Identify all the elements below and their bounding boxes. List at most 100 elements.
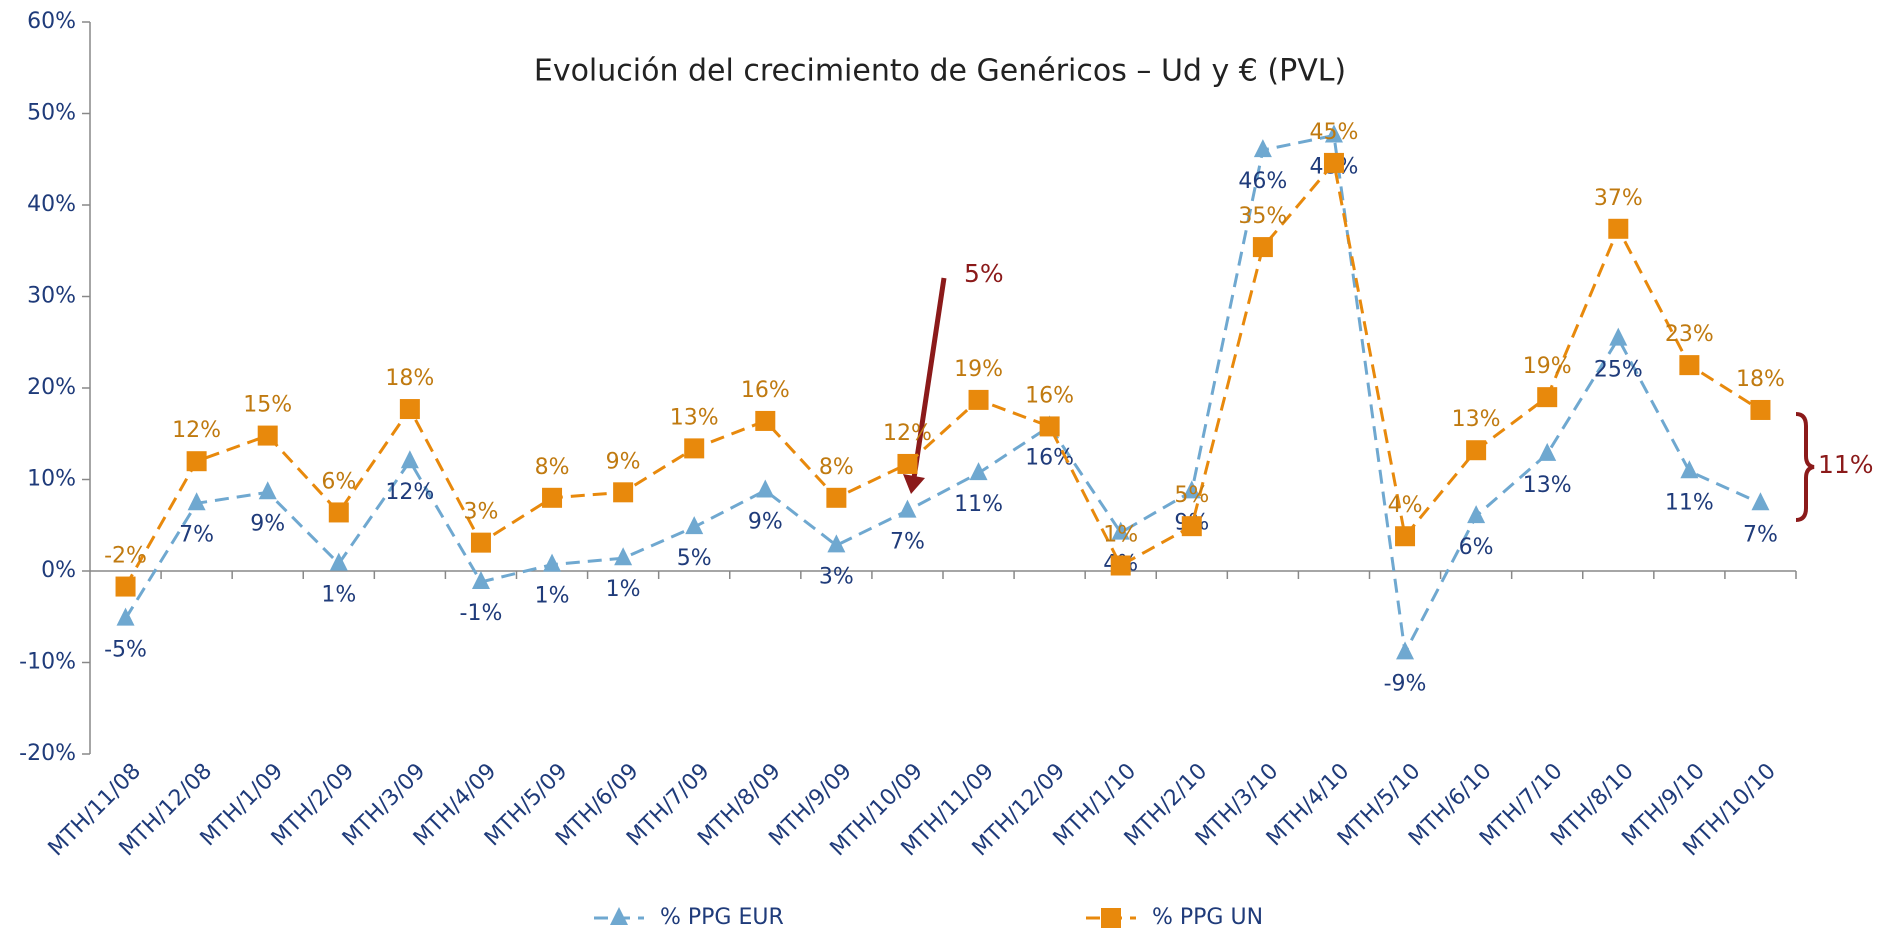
marker xyxy=(471,570,490,589)
data-label: 8% xyxy=(819,455,854,480)
data-label: 37% xyxy=(1594,186,1643,211)
data-label: 6% xyxy=(1459,535,1494,560)
y-tick-label: 60% xyxy=(27,9,76,34)
data-label: 18% xyxy=(385,366,434,391)
marker xyxy=(1323,152,1344,173)
data-label: 13% xyxy=(670,405,719,430)
marker xyxy=(187,492,206,511)
marker xyxy=(1750,399,1771,420)
data-label: -9% xyxy=(1384,671,1427,696)
marker xyxy=(1324,124,1343,143)
data-label: 1% xyxy=(535,584,570,609)
data-label: 9% xyxy=(250,511,285,536)
marker xyxy=(969,462,988,481)
series-line xyxy=(124,133,1762,658)
annotation: 5% xyxy=(964,259,1004,288)
marker xyxy=(470,532,491,553)
data-label: 7% xyxy=(890,530,925,555)
y-tick-label: 30% xyxy=(27,284,76,309)
marker xyxy=(1679,355,1700,376)
marker xyxy=(257,425,278,446)
y-tick-label: -20% xyxy=(19,741,76,766)
data-label: 5% xyxy=(1174,483,1209,508)
legend-label: % PPG UN xyxy=(1152,905,1263,930)
marker xyxy=(684,438,705,459)
marker xyxy=(826,487,847,508)
marker xyxy=(1608,218,1629,239)
data-label: 35% xyxy=(1238,204,1287,229)
marker xyxy=(1039,416,1060,437)
marker xyxy=(613,482,634,503)
data-label: 16% xyxy=(741,378,790,403)
data-label: 46% xyxy=(1238,169,1287,194)
marker xyxy=(1110,555,1131,576)
data-label: 8% xyxy=(535,455,570,480)
data-label: -2% xyxy=(104,544,147,569)
marker xyxy=(542,487,563,508)
marker xyxy=(543,553,562,572)
marker xyxy=(897,453,918,474)
data-label: 25% xyxy=(1594,358,1643,383)
annotation-brace xyxy=(1795,412,1815,522)
data-label: 7% xyxy=(179,522,214,547)
marker xyxy=(400,450,419,469)
annotation: 11% xyxy=(1818,450,1874,479)
series-line xyxy=(124,159,1762,588)
data-label: 12% xyxy=(172,418,221,443)
marker xyxy=(1253,139,1272,158)
marker xyxy=(610,907,628,925)
data-label: 16% xyxy=(1025,383,1074,408)
marker xyxy=(1395,526,1416,547)
marker xyxy=(399,399,420,420)
data-label: 45% xyxy=(1310,120,1359,145)
marker xyxy=(898,499,917,518)
marker xyxy=(1538,442,1557,461)
data-label: 11% xyxy=(1665,490,1714,515)
marker xyxy=(1182,480,1201,499)
data-label: 9% xyxy=(748,509,783,534)
marker xyxy=(827,534,846,553)
marker xyxy=(685,516,704,535)
marker xyxy=(614,547,633,566)
marker xyxy=(1609,327,1628,346)
marker xyxy=(329,552,348,571)
data-label: 19% xyxy=(1523,354,1572,379)
legend-label: % PPG EUR xyxy=(660,905,784,930)
marker xyxy=(186,451,207,472)
marker xyxy=(116,607,135,626)
data-label: 1% xyxy=(606,577,641,602)
marker xyxy=(1680,460,1699,479)
chart-title: Evolución del crecimiento de Genéricos –… xyxy=(534,54,1346,89)
data-label: 15% xyxy=(243,393,292,418)
annotation-arrow xyxy=(911,277,947,479)
data-label: -5% xyxy=(104,638,147,663)
y-tick-label: -10% xyxy=(19,650,76,675)
marker xyxy=(756,479,775,498)
y-tick-label: 10% xyxy=(27,467,76,492)
marker xyxy=(1181,516,1202,537)
marker xyxy=(755,410,776,431)
data-label: 6% xyxy=(321,469,356,494)
marker xyxy=(1111,521,1130,540)
data-label: 13% xyxy=(1523,473,1572,498)
data-label: 13% xyxy=(1452,407,1501,432)
marker xyxy=(1101,908,1121,928)
marker xyxy=(1396,641,1415,660)
data-label: 12% xyxy=(385,480,434,505)
marker xyxy=(258,481,277,500)
data-label: 1% xyxy=(321,583,356,608)
y-tick-label: 40% xyxy=(27,192,76,217)
data-label: 4% xyxy=(1388,493,1423,518)
marker xyxy=(968,389,989,410)
data-label: 23% xyxy=(1665,322,1714,347)
data-label: 5% xyxy=(677,546,712,571)
data-label: -1% xyxy=(460,601,503,626)
data-label: 11% xyxy=(954,492,1003,517)
marker xyxy=(1537,387,1558,408)
data-label: 3% xyxy=(464,500,499,525)
marker xyxy=(328,502,349,523)
data-label: 19% xyxy=(954,357,1003,382)
data-label: 9% xyxy=(606,449,641,474)
y-tick-label: 20% xyxy=(27,375,76,400)
